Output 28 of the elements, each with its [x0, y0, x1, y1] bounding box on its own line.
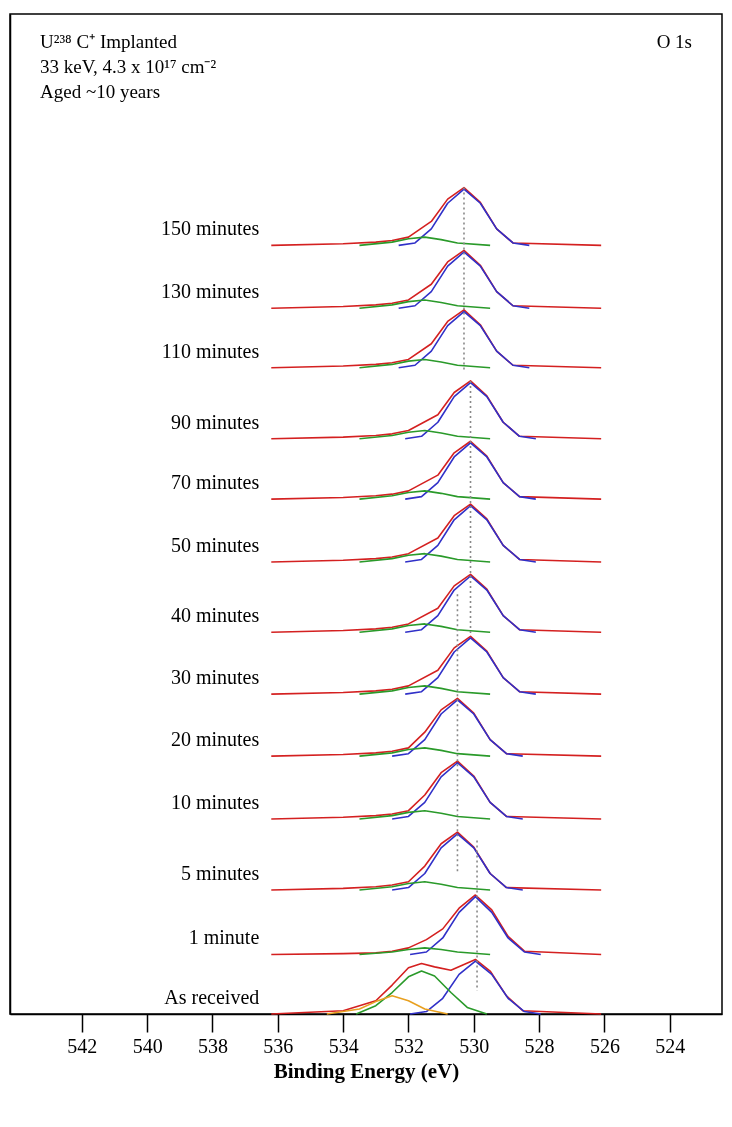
x-tick-label: 540 [132, 1034, 163, 1057]
x-tick-label: 528 [524, 1034, 555, 1057]
series-label: 40 minutes [170, 604, 260, 627]
series-label: 30 minutes [170, 666, 260, 689]
series-label: 90 minutes [170, 410, 260, 433]
series-label: 110 minutes [161, 339, 260, 362]
series-label: 20 minutes [170, 728, 260, 751]
series-label: 70 minutes [170, 471, 260, 494]
text: U²³⁸ C⁺ Implanted [40, 31, 178, 52]
series-label: As received [164, 986, 260, 1008]
x-tick-label: 538 [198, 1034, 228, 1057]
series-label: 130 minutes [160, 280, 260, 303]
text: 33 keV, 4.3 x 10¹⁷ cm⁻² [40, 56, 217, 77]
x-tick-label: 542 [67, 1034, 98, 1057]
x-tick-label: 526 [589, 1034, 620, 1057]
series-label: 1 minute [188, 926, 260, 949]
x-tick-label: 536 [263, 1034, 294, 1057]
x-tick-label: 532 [393, 1034, 424, 1057]
x-tick-label: 534 [328, 1034, 359, 1057]
chart-title: O 1s [656, 31, 692, 52]
x-axis-title: Binding Energy (eV) [273, 1058, 460, 1083]
series-label: 10 minutes [170, 790, 260, 813]
series-label: 150 minutes [160, 217, 260, 240]
text: Aged ~10 years [40, 81, 161, 102]
x-tick-label: 530 [459, 1034, 490, 1057]
series-label: 5 minutes [180, 862, 260, 885]
series-label: 50 minutes [170, 533, 260, 556]
x-tick-label: 524 [655, 1034, 686, 1057]
